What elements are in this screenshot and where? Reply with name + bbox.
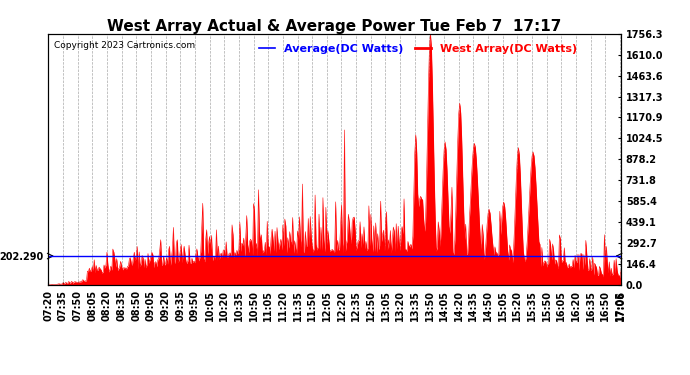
Legend: Average(DC Watts), West Array(DC Watts): Average(DC Watts), West Array(DC Watts) xyxy=(255,39,582,58)
Title: West Array Actual & Average Power Tue Feb 7  17:17: West Array Actual & Average Power Tue Fe… xyxy=(108,19,562,34)
Text: Copyright 2023 Cartronics.com: Copyright 2023 Cartronics.com xyxy=(54,41,195,50)
